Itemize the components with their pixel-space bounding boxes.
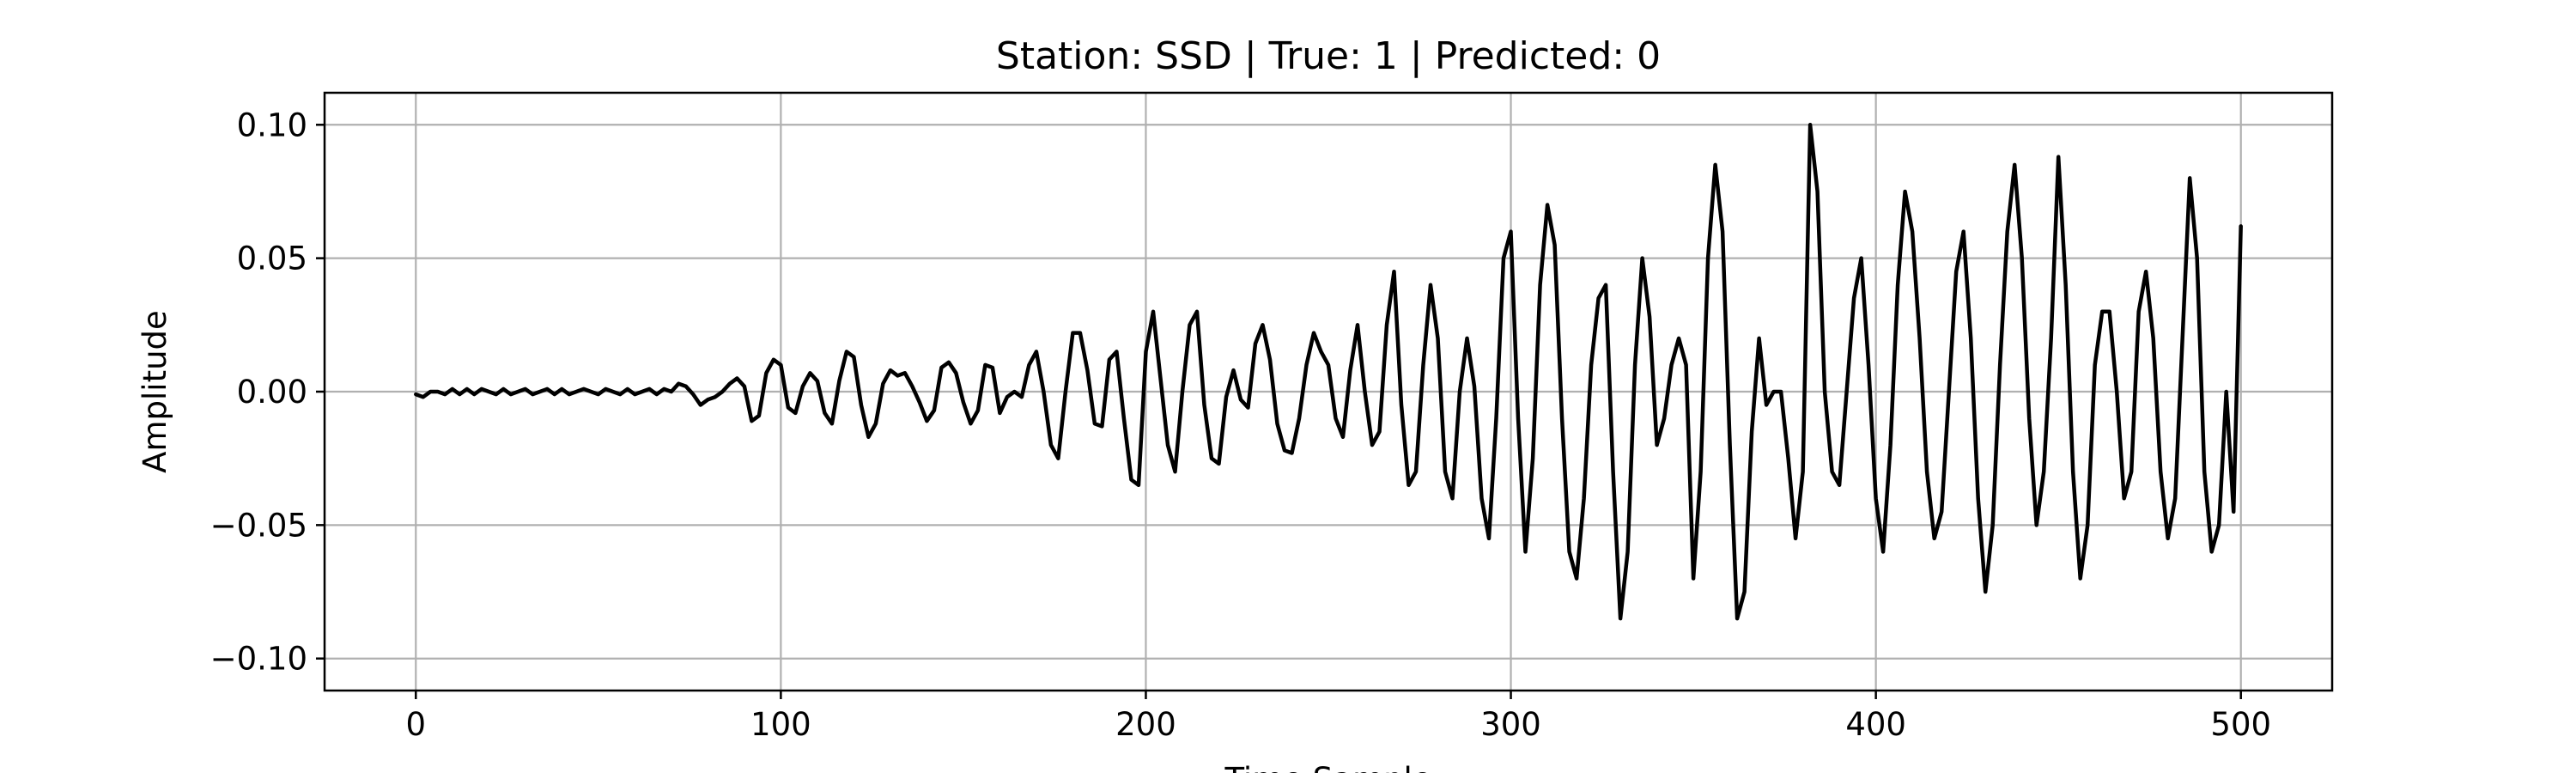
y-tick-label-3: 0.05 <box>237 240 307 277</box>
plot-area-frame <box>323 91 2334 692</box>
x-tick-label-5: 500 <box>2210 706 2271 743</box>
x-tick-label-3: 300 <box>1480 706 1541 743</box>
waveform-line <box>414 123 2243 621</box>
x-tick-label-0: 0 <box>405 706 426 743</box>
axis-ticks: 0 100 200 300 400 500 −0.10 −0.05 0.00 0.05 0.10 <box>210 107 2271 743</box>
y-tick-label-2: 0.00 <box>237 374 307 411</box>
x-tick-label-4: 400 <box>1845 706 1906 743</box>
y-axis-label: Amplitude <box>137 310 173 473</box>
y-tick-label-1: −0.05 <box>210 507 307 544</box>
chart-title: Station: SSD | True: 1 | Predicted: 0 <box>996 34 1661 78</box>
y-tick-label-4: 0.10 <box>237 107 307 143</box>
y-tick-label-0: −0.10 <box>210 641 307 678</box>
x-axis-label: Time Sample <box>1224 761 1431 773</box>
x-tick-label-2: 200 <box>1115 706 1176 743</box>
x-tick-label-1: 100 <box>750 706 811 743</box>
